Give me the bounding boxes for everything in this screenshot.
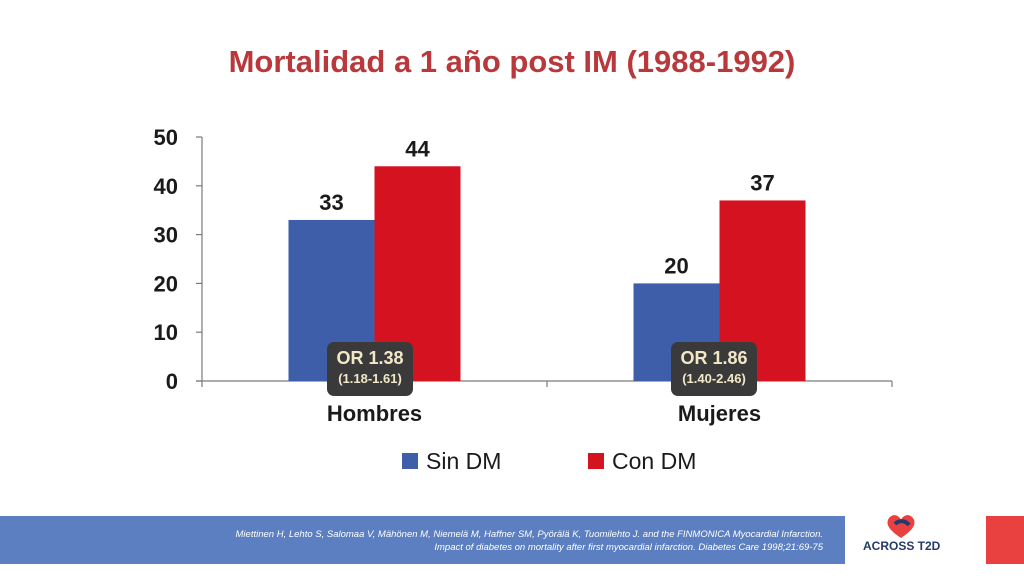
data-label: 20 xyxy=(664,253,688,278)
y-tick-label: 20 xyxy=(154,271,178,296)
heart-logo-icon xyxy=(887,515,915,538)
odds-ratio-mujeres: OR 1.86 (1.40-2.46) xyxy=(671,342,757,396)
legend-label-sin-dm: Sin DM xyxy=(426,447,502,474)
odds-ratio-value: OR 1.38 xyxy=(336,348,404,368)
x-tick-label: Mujeres xyxy=(678,401,761,426)
data-label: 33 xyxy=(319,190,343,215)
y-tick-label: 50 xyxy=(154,125,178,150)
x-tick-label: Hombres xyxy=(327,401,422,426)
bar-chart: 0 10 20 30 40 50 33 44 Hombres 20 37 Mujeres xyxy=(154,125,893,426)
logo: ACROSS T2D xyxy=(855,512,975,566)
legend-item-con-dm: Con DM xyxy=(588,446,696,476)
logo-wordmark: ACROSS T2D xyxy=(863,539,941,553)
legend-item-sin-dm: Sin DM xyxy=(402,446,501,476)
y-tick-label: 30 xyxy=(154,223,178,248)
odds-ratio-value: OR 1.86 xyxy=(680,348,748,368)
citation-line-1: Miettinen H, Lehto S, Salomaa V, Mähönen… xyxy=(235,529,823,540)
citation-line-2: Impact of diabetes on mortality after fi… xyxy=(434,542,823,553)
odds-ratio-ci: (1.18-1.61) xyxy=(338,371,402,386)
legend-swatch-con-dm xyxy=(588,453,604,469)
y-tick-label: 0 xyxy=(166,369,178,394)
odds-ratio-hombres: OR 1.38 (1.18-1.61) xyxy=(327,342,413,396)
y-tick-label: 10 xyxy=(154,320,178,345)
legend-label-con-dm: Con DM xyxy=(612,447,697,474)
data-label: 37 xyxy=(750,170,774,195)
chart-title: Mortalidad a 1 año post IM (1988-1992) xyxy=(228,44,796,79)
footer-band: Miettinen H, Lehto S, Salomaa V, Mähönen… xyxy=(0,516,845,564)
y-tick-label: 40 xyxy=(154,174,178,199)
data-label: 44 xyxy=(405,136,430,161)
accent-square xyxy=(986,516,1024,564)
citation: Miettinen H, Lehto S, Salomaa V, Mähönen… xyxy=(236,528,823,554)
legend-swatch-sin-dm xyxy=(402,453,418,469)
odds-ratio-ci: (1.40-2.46) xyxy=(682,371,746,386)
